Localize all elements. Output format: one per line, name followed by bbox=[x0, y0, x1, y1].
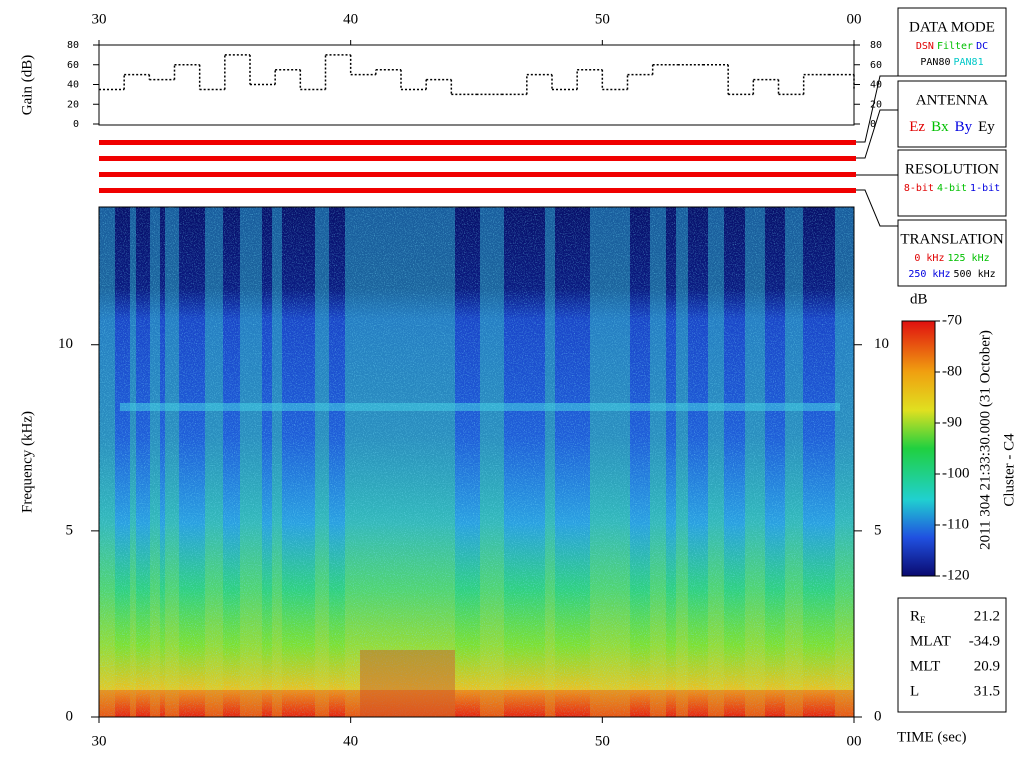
gain-frame bbox=[98, 44, 855, 126]
spectrogram-image bbox=[99, 207, 854, 717]
y-tick-label: 80 bbox=[870, 40, 882, 51]
resolution-box bbox=[897, 149, 1007, 217]
orbit-label: L bbox=[910, 683, 919, 699]
spectrogram-frame bbox=[98, 206, 855, 718]
legend-item: Bx bbox=[931, 119, 949, 135]
y-tick-label: 40 bbox=[67, 80, 79, 91]
orbit-label: MLT bbox=[910, 658, 940, 674]
y-tick-label: 10 bbox=[874, 336, 889, 352]
translation-box bbox=[897, 219, 1007, 287]
x-tick-label: 30 bbox=[92, 733, 107, 749]
colorbar-tick-label: -120 bbox=[942, 567, 970, 583]
orbit-value: 20.9 bbox=[974, 658, 1000, 674]
x-tick-label: 30 bbox=[92, 11, 107, 27]
panel-title: DATA MODE bbox=[909, 19, 995, 35]
mode-bars bbox=[99, 140, 856, 193]
spacecraft: Cluster - C4 bbox=[1001, 433, 1017, 507]
side-panels: DATA MODE DSN Filter DC PAN80 PAN81 ANTENNA Ez B… bbox=[900, 19, 1003, 699]
panel-title: RESOLUTION bbox=[905, 161, 999, 177]
panel-title: TRANSLATION bbox=[900, 231, 1003, 247]
orbit-value: 31.5 bbox=[974, 683, 1000, 699]
x-tick-label: 50 bbox=[595, 733, 610, 749]
panel-row: 250 kHz 500 kHz bbox=[908, 269, 995, 280]
y-tick-label: 10 bbox=[58, 336, 73, 352]
legend-item: By bbox=[955, 119, 973, 135]
legend-item: 4-bit bbox=[937, 183, 967, 194]
legend-item: PAN81 bbox=[954, 57, 984, 68]
legend-item: Ez bbox=[909, 119, 925, 135]
x-tick-label: 50 bbox=[595, 11, 610, 27]
x-tick-label: 00 bbox=[847, 733, 862, 749]
legend-item: 0 kHz bbox=[914, 253, 944, 264]
legend-item: Filter bbox=[937, 41, 973, 52]
orbit-label: MLAT bbox=[910, 633, 951, 649]
x-tick-label: 40 bbox=[343, 11, 358, 27]
panel-row: 8-bit 4-bit 1-bit bbox=[904, 183, 1000, 194]
panel-title: ANTENNA bbox=[916, 92, 989, 108]
y-tick-label: 5 bbox=[66, 522, 74, 538]
orbit-value: 21.2 bbox=[974, 608, 1000, 624]
y-tick-label: 60 bbox=[67, 60, 79, 71]
legend-item: PAN80 bbox=[920, 57, 950, 68]
orbit-box bbox=[897, 597, 1007, 713]
timestamp: 2011 304 21:33:30.000 (31 October) bbox=[977, 330, 993, 550]
y-tick-label: 0 bbox=[870, 119, 876, 130]
panel-row: PAN80 PAN81 bbox=[920, 57, 983, 68]
y-axis-title: Gain (dB) bbox=[19, 55, 35, 115]
legend-item: 125 kHz bbox=[947, 253, 989, 264]
data-mode-box bbox=[897, 7, 1007, 77]
x-axis-title: TIME (sec) bbox=[897, 729, 967, 745]
panel-row: Ez Bx By Ey bbox=[909, 119, 995, 135]
y-tick-label: 0 bbox=[66, 708, 74, 724]
y-tick-label: 0 bbox=[874, 708, 882, 724]
y-tick-label: 40 bbox=[870, 80, 882, 91]
connectors bbox=[856, 75, 898, 227]
colorbar bbox=[901, 320, 936, 577]
x-tick-label: 40 bbox=[343, 733, 358, 749]
y-tick-label: 60 bbox=[870, 60, 882, 71]
panel-row: 0 kHz 125 kHz bbox=[914, 253, 989, 264]
colorbar-tick-label: -80 bbox=[942, 363, 962, 379]
antenna-box bbox=[897, 80, 1007, 148]
colorbar-tick-label: -100 bbox=[942, 465, 970, 481]
y-tick-label: 5 bbox=[874, 522, 882, 538]
legend-item: 250 kHz bbox=[908, 269, 950, 280]
legend-item: DC bbox=[976, 41, 988, 52]
x-tick-label: 00 bbox=[847, 11, 862, 27]
orbit-value: -34.9 bbox=[969, 633, 1000, 649]
colorbar-tick-label: -70 bbox=[942, 312, 962, 328]
panel-row: DSN Filter DC bbox=[916, 41, 988, 52]
y-tick-label: 80 bbox=[67, 40, 79, 51]
colorbar-tick-label: -110 bbox=[942, 516, 969, 532]
legend-item: 500 kHz bbox=[954, 269, 996, 280]
y-axis-title: Frequency (kHz) bbox=[19, 411, 35, 513]
legend-item: 1-bit bbox=[970, 183, 1000, 194]
legend-item: Ey bbox=[978, 119, 995, 135]
y-tick-label: 20 bbox=[870, 99, 882, 110]
legend-item: 8-bit bbox=[904, 183, 934, 194]
colorbar-title: dB bbox=[910, 291, 928, 307]
y-tick-label: 20 bbox=[67, 99, 79, 110]
legend-item: DSN bbox=[916, 41, 934, 52]
orbit-label-sub: E bbox=[920, 615, 926, 625]
colorbar-tick-label: -90 bbox=[942, 414, 962, 430]
y-tick-label: 0 bbox=[73, 119, 79, 130]
